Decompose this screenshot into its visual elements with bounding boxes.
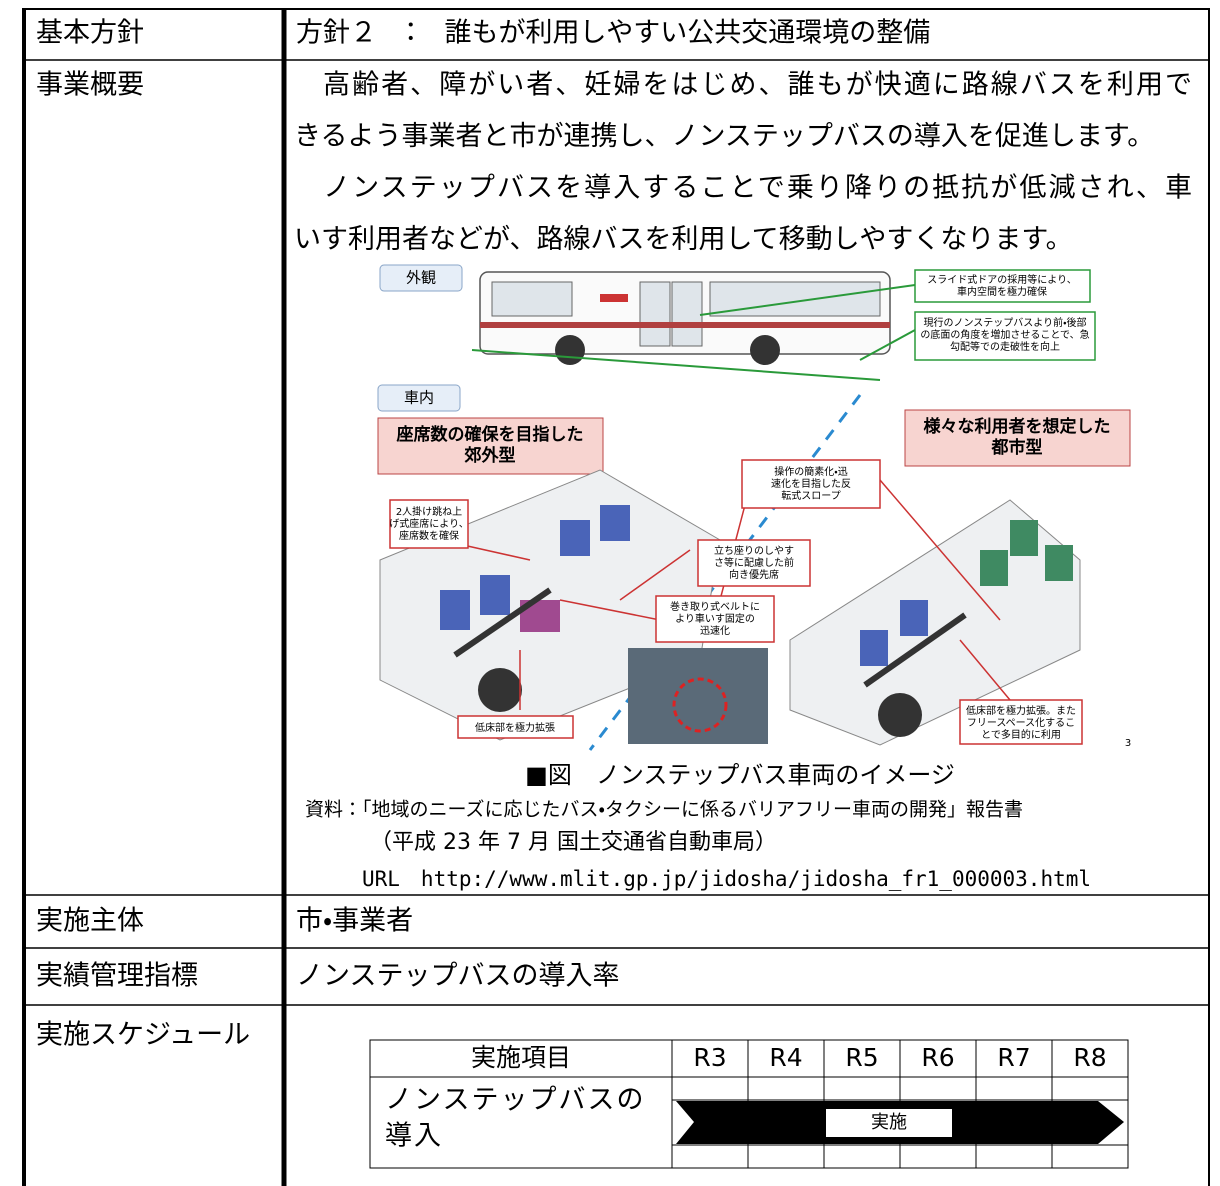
schedule-header: R8	[1073, 1043, 1106, 1072]
note-box	[914, 269, 1091, 303]
wheel	[555, 335, 585, 365]
figure-label: 現行のノンステップバスより前・後部	[924, 316, 1087, 329]
door	[671, 281, 703, 347]
row-label: 実績管理指標	[36, 961, 198, 992]
schedule-frame	[369, 1039, 1129, 1169]
table-grid	[22, 8, 1210, 1186]
photo	[628, 648, 768, 744]
highlight	[672, 677, 728, 733]
source: 資料：「地域のニーズに応じたバス・タクシーに係るバリアフリー車両の開発」報告書	[305, 799, 1023, 821]
row-content: ノンステップバスの導入率	[296, 961, 619, 992]
paragraph-line: いす利用者などが、路線バスを利用して移動しやすくなります。	[294, 224, 1073, 255]
row-content: 方針２ ： 誰もが利用しやすい公共交通環境の整備	[296, 18, 930, 49]
figure-label: 都市型	[991, 437, 1043, 458]
paragraph-line: 高齢者、障がい者、妊婦をはじめ、誰もが快適に路線バスを利用で	[294, 70, 1192, 101]
source: （平成 23 年 7 月 国土交通省自動車局）	[370, 830, 777, 855]
paragraph-line: ノンステップバスを導入することで乗り降りの抵抗が低減され、車	[294, 173, 1192, 204]
figure-label: 座席数の確保を目指した	[397, 424, 584, 445]
figure-label: 転式スロープ	[781, 489, 840, 502]
figure-label: げ式座席により、	[389, 517, 468, 530]
figure-label: 迅速化	[700, 625, 730, 637]
figure	[370, 262, 1136, 756]
leaders	[471, 284, 916, 381]
figure-label: の底面の角度を増加させることで、急	[920, 328, 1089, 341]
figure-label: 低床部を極力拡張。また	[966, 704, 1076, 717]
wheel	[478, 668, 522, 712]
figure-label: 低床部を極力拡張	[475, 721, 555, 734]
door	[639, 281, 671, 347]
schedule-item: ノンステップバスの	[385, 1085, 645, 1116]
figure-label: 巻き取り式ベルトに	[670, 600, 760, 613]
figure-label: より車いす固定の	[675, 612, 755, 625]
tag	[377, 384, 461, 412]
wheel	[750, 335, 780, 365]
note-boxes	[389, 459, 1083, 745]
figure-label: 郊外型	[464, 445, 516, 466]
row-label: 基本方針	[36, 18, 144, 49]
schedule-header: R6	[921, 1043, 954, 1072]
figure-label: 速化を目指した反	[771, 477, 851, 490]
figure-label: 車内空間を極力確保	[957, 285, 1047, 298]
stripe	[480, 322, 890, 328]
schedule-header: R4	[769, 1043, 802, 1072]
bar-label: 実施	[871, 1112, 907, 1133]
bar-label-box	[826, 1109, 952, 1137]
row-label: 事業概要	[36, 70, 144, 101]
figure-label: 2人掛け跳ね上	[396, 505, 462, 518]
figure-label: スライド式ドアの採用等により、	[927, 273, 1076, 286]
window	[491, 281, 573, 317]
seats	[440, 505, 928, 666]
figure-label: とで多目的に利用	[981, 728, 1061, 741]
figure-label: 様々な利用者を想定した	[924, 416, 1111, 437]
banner	[904, 409, 1131, 467]
source: URL http://www.mlit.gp.jp/jidosha/jidosh…	[362, 867, 1091, 891]
figure-tag: 外観	[406, 269, 436, 287]
row-content: 市・事業者	[296, 906, 413, 937]
wheel	[878, 693, 922, 737]
figure-tag: 車内	[404, 389, 434, 407]
paragraph-line: きるよう事業者と市が連携し、ノンステップバスの導入を促進します。	[294, 121, 1154, 152]
figure-label: 座席数を確保	[399, 529, 459, 542]
caption: ■図 ノンステップバス車両のイメージ	[525, 761, 955, 789]
schedule-header: R5	[845, 1043, 878, 1072]
figure-label: 勾配等での走破性を向上	[950, 340, 1060, 353]
tag	[379, 264, 463, 292]
note-box	[914, 311, 1096, 361]
row-label: 実施主体	[36, 906, 144, 937]
schedule-item: 導入	[385, 1121, 443, 1152]
row-label: 実施スケジュール	[36, 1020, 250, 1051]
seats	[980, 520, 1073, 586]
sign	[600, 294, 628, 302]
schedule-header: 実施項目	[471, 1043, 571, 1072]
banner	[377, 417, 604, 475]
figure-label: 立ち座りのしやす	[714, 544, 794, 557]
figure-label: フリースペース化するこ	[967, 717, 1075, 729]
schedule-header: R3	[693, 1043, 726, 1072]
figure-label: 向き優先席	[729, 568, 779, 581]
figure-label: 操作の簡素化・迅	[774, 465, 847, 478]
schedule-header: R7	[997, 1043, 1030, 1072]
arrows	[453, 587, 967, 688]
figure-label: 3	[1125, 738, 1131, 749]
figure-label: さ等に配慮した前	[714, 556, 794, 569]
